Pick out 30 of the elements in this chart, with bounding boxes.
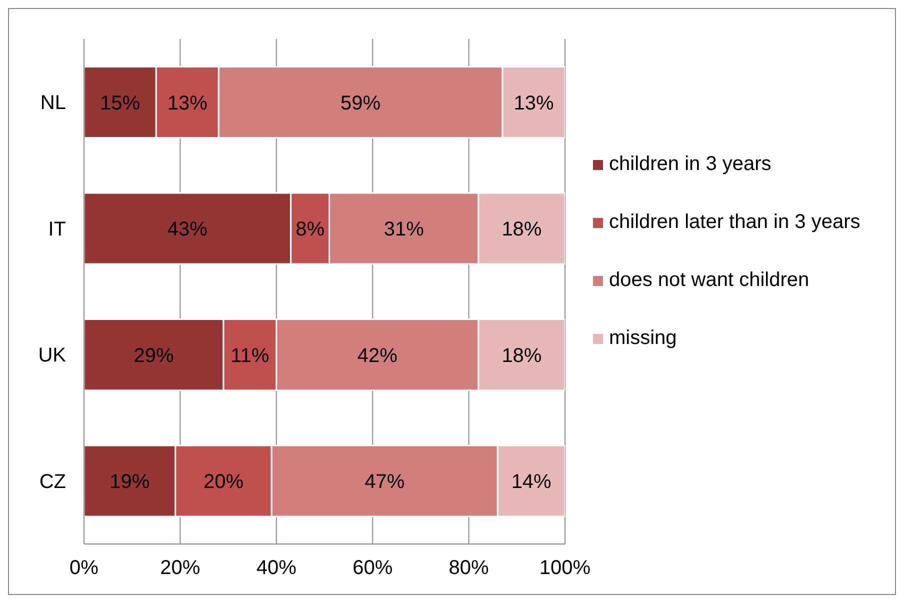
data-label: 13% bbox=[167, 92, 208, 114]
data-label: 13% bbox=[514, 92, 554, 114]
x-tick-label: 60% bbox=[352, 557, 393, 580]
y-tick-label: UK bbox=[38, 344, 67, 367]
data-label: 19% bbox=[110, 471, 150, 494]
data-label: 42% bbox=[357, 344, 398, 367]
y-tick-label: NL bbox=[40, 92, 66, 114]
legend-label: children in 3 years bbox=[609, 152, 772, 177]
data-label: 43% bbox=[167, 218, 208, 241]
x-tick-label: 20% bbox=[160, 557, 200, 580]
data-label: 59% bbox=[340, 92, 381, 114]
data-label: 15% bbox=[100, 92, 140, 114]
x-tick-label: 80% bbox=[448, 557, 490, 580]
data-label: 8% bbox=[296, 218, 325, 241]
data-label: 18% bbox=[502, 344, 542, 367]
data-label: 18% bbox=[502, 218, 542, 241]
y-tick-label: IT bbox=[48, 218, 66, 240]
data-label: 20% bbox=[203, 471, 244, 494]
data-label: 11% bbox=[230, 344, 270, 367]
data-label: 47% bbox=[364, 471, 405, 494]
x-tick-label: 40% bbox=[256, 557, 297, 580]
data-label: 29% bbox=[134, 344, 174, 367]
x-tick-label: 100% bbox=[539, 557, 591, 580]
data-label: 14% bbox=[511, 471, 552, 494]
data-label: 31% bbox=[384, 218, 424, 241]
legend-label: does not want children bbox=[609, 268, 810, 293]
legend-label: missing bbox=[609, 326, 677, 351]
legend-label: children later than in 3 years bbox=[609, 210, 860, 235]
x-tick-label: 0% bbox=[70, 557, 99, 580]
y-tick-label: CZ bbox=[39, 470, 66, 493]
